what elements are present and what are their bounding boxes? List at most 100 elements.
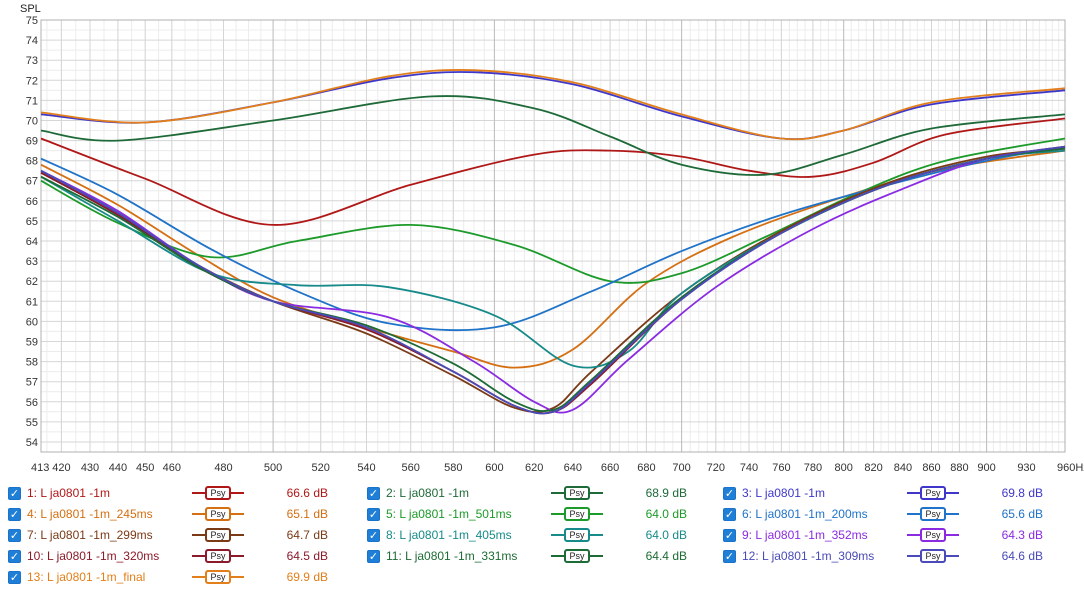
psy-smoothing-button[interactable]: Psy (920, 486, 946, 500)
x-tick-label: 860 (922, 462, 940, 474)
series-level: 64.6 dB (1001, 549, 1043, 563)
series-name: 5: L ja0801 -1m_501ms (386, 507, 512, 521)
legend-entry-8: ✓ 8: L ja0801 -1m_405ms (367, 525, 512, 545)
x-tick-label: 680 (637, 462, 655, 474)
visibility-checkbox[interactable]: ✓ (723, 549, 736, 563)
series-line-13 (40, 69, 1066, 141)
legend-entry-5: ✓ 5: L ja0801 -1m_501ms (367, 504, 512, 524)
visibility-checkbox[interactable]: ✓ (8, 528, 21, 542)
psy-smoothing-button[interactable]: Psy (920, 549, 946, 563)
y-tick-label: 57 (26, 377, 38, 389)
psy-smoothing-button[interactable]: Psy (205, 570, 231, 584)
x-tick-label: 820 (864, 462, 882, 474)
psy-smoothing-button[interactable]: Psy (564, 549, 590, 563)
y-tick-label: 66 (26, 196, 38, 208)
psy-smoothing-button[interactable]: Psy (205, 507, 231, 521)
psy-smoothing-button[interactable]: Psy (564, 528, 590, 542)
plot-area-border (40, 19, 1066, 453)
visibility-checkbox[interactable]: ✓ (723, 528, 736, 542)
x-tick-label: 930 (1017, 462, 1035, 474)
x-tick-label: 420 (52, 462, 70, 474)
y-tick-label: 55 (26, 417, 38, 429)
visibility-checkbox[interactable]: ✓ (8, 507, 21, 521)
x-tick-label: 900 (977, 462, 995, 474)
x-tick-label: 640 (564, 462, 582, 474)
y-tick-label: 69 (26, 136, 38, 148)
y-tick-label: 75 (26, 15, 38, 27)
x-tick-label: 880 (950, 462, 968, 474)
series-name: 13: L ja0801 -1m_final (27, 570, 146, 584)
series-level: 66.6 dB (286, 486, 328, 500)
x-tick-label: 960Hz (1057, 462, 1084, 474)
x-axis: 413 420 430 440 450 460 480 500 520 540 560 580 600 6… (31, 462, 1084, 474)
x-tick-label: 840 (894, 462, 912, 474)
y-tick-label: 74 (26, 35, 38, 47)
series-line-1 (40, 117, 1066, 226)
x-tick-label: 440 (109, 462, 127, 474)
psy-smoothing-button[interactable]: Psy (564, 507, 590, 521)
series-level: 64.5 dB (286, 549, 328, 563)
legend-entry-2: ✓ 2: L ja0801 -1m (367, 483, 469, 503)
series-name: 11: L ja0801 -1m_331ms (386, 549, 518, 563)
visibility-checkbox[interactable]: ✓ (367, 528, 380, 542)
x-tick-label: 560 (402, 462, 420, 474)
x-tick-label: 480 (214, 462, 232, 474)
series-name: 8: L ja0801 -1m_405ms (386, 528, 512, 542)
x-tick-label: 540 (357, 462, 375, 474)
psy-smoothing-button[interactable]: Psy (564, 486, 590, 500)
series-line-7 (40, 147, 1066, 413)
y-tick-label: 61 (26, 296, 38, 308)
x-tick-label: 413 (31, 462, 49, 474)
x-tick-label: 450 (136, 462, 154, 474)
series-line-2 (40, 95, 1066, 176)
psy-smoothing-button[interactable]: Psy (920, 507, 946, 521)
visibility-checkbox[interactable]: ✓ (723, 507, 736, 521)
series-name: 6: L ja0801 -1m_200ms (742, 507, 868, 521)
x-tick-label: 660 (601, 462, 619, 474)
series-name: 7: L ja0801 -1m_299ms (27, 528, 153, 542)
series-level: 64.3 dB (1001, 528, 1043, 542)
visibility-checkbox[interactable]: ✓ (8, 549, 21, 563)
series-level: 64.0 dB (645, 528, 687, 542)
x-tick-label: 460 (163, 462, 181, 474)
x-tick-label: 430 (81, 462, 99, 474)
legend-entry-9: ✓ 9: L ja0801 -1m_352ms (723, 525, 868, 545)
psy-smoothing-button[interactable]: Psy (205, 528, 231, 542)
series-lines (40, 69, 1066, 415)
series-level: 65.6 dB (1001, 507, 1043, 521)
series-line-5 (40, 137, 1066, 284)
y-tick-label: 63 (26, 256, 38, 268)
psy-smoothing-button[interactable]: Psy (920, 528, 946, 542)
legend-entry-11: ✓ 11: L ja0801 -1m_331ms (367, 546, 517, 566)
visibility-checkbox[interactable]: ✓ (8, 486, 21, 500)
x-tick-label: 700 (672, 462, 690, 474)
y-axis: 54 55 56 57 58 59 60 61 62 63 64 65 66 67 68 69 70 71 72 73… (26, 15, 38, 449)
series-level: 65.1 dB (286, 507, 328, 521)
legend-entry-13: ✓ 13: L ja0801 -1m_final (8, 567, 145, 587)
y-tick-label: 56 (26, 397, 38, 409)
psy-smoothing-button[interactable]: Psy (205, 549, 231, 563)
y-tick-label: 58 (26, 357, 38, 369)
visibility-checkbox[interactable]: ✓ (367, 507, 380, 521)
y-tick-label: 62 (26, 276, 38, 288)
legend-entry-6: ✓ 6: L ja0801 -1m_200ms (723, 504, 868, 524)
legend-entry-7: ✓ 7: L ja0801 -1m_299ms (8, 525, 153, 545)
visibility-checkbox[interactable]: ✓ (367, 549, 380, 563)
y-tick-label: 67 (26, 176, 38, 188)
series-name: 3: L ja0801 -1m (742, 486, 825, 500)
series-line-6 (40, 145, 1066, 331)
series-name: 12: L ja0801 -1m_309ms (742, 549, 875, 563)
series-name: 10: L ja0801 -1m_320ms (27, 549, 160, 563)
y-tick-label: 68 (26, 156, 38, 168)
visibility-checkbox[interactable]: ✓ (723, 486, 736, 500)
series-level: 68.9 dB (645, 486, 687, 500)
x-tick-label: 520 (312, 462, 330, 474)
series-name: 2: L ja0801 -1m (386, 486, 469, 500)
legend-entry-12: ✓ 12: L ja0801 -1m_309ms (723, 546, 874, 566)
psy-smoothing-button[interactable]: Psy (205, 486, 231, 500)
y-tick-label: 70 (26, 116, 38, 128)
x-tick-label: 580 (444, 462, 462, 474)
visibility-checkbox[interactable]: ✓ (367, 486, 380, 500)
x-tick-label: 500 (264, 462, 282, 474)
visibility-checkbox[interactable]: ✓ (8, 570, 21, 584)
